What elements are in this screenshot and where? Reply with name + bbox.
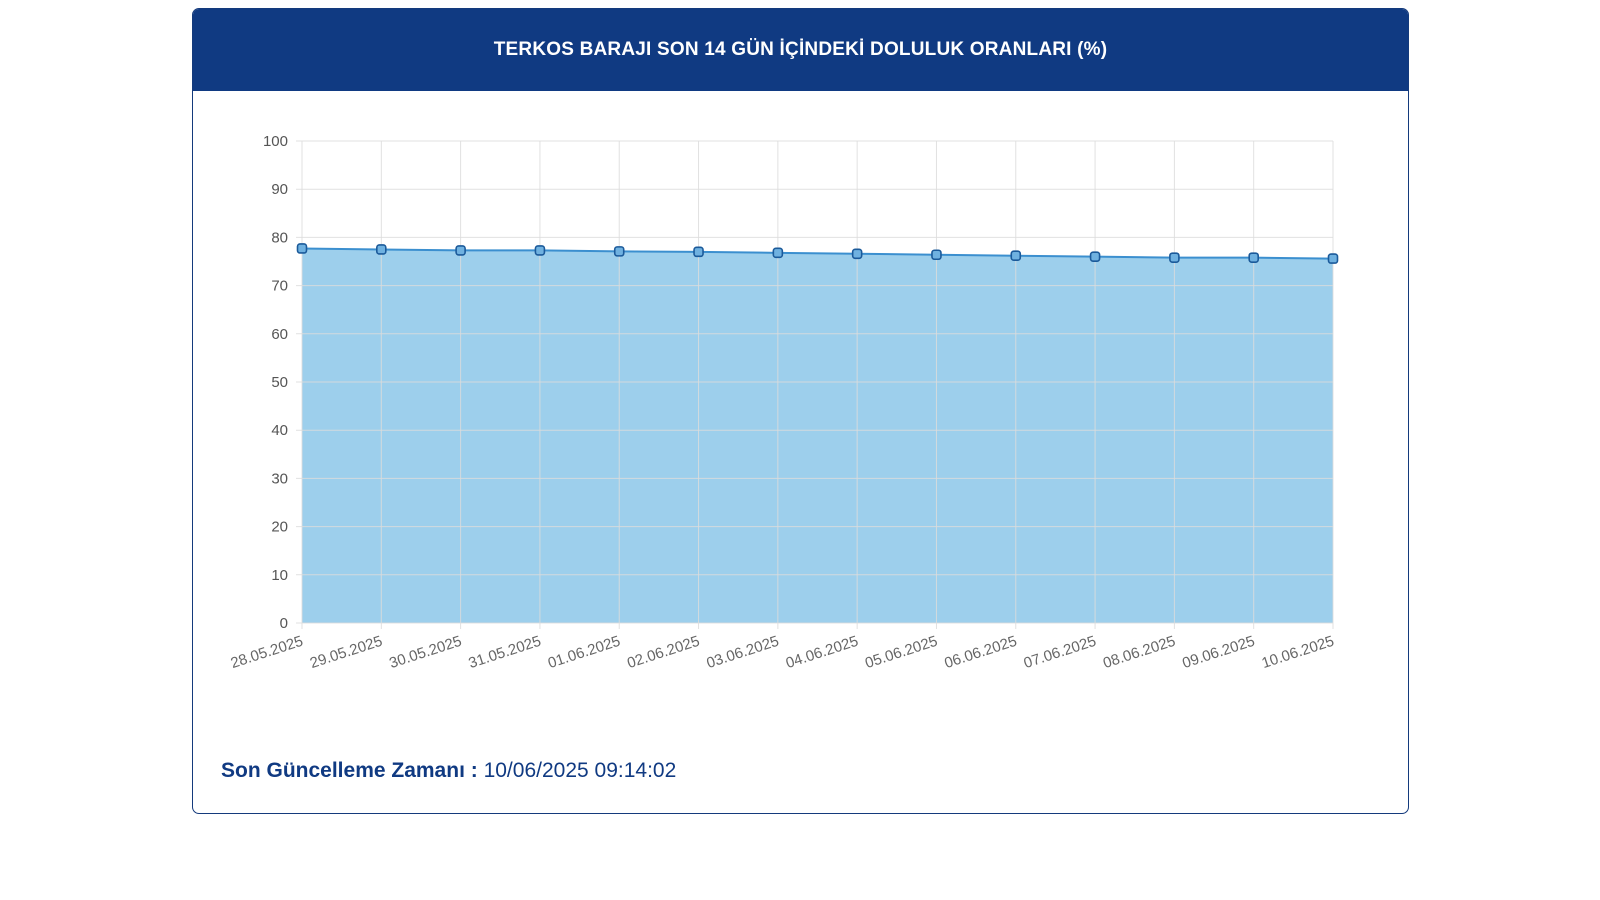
chart-card: TERKOS BARAJI SON 14 GÜN İÇİNDEKİ DOLULU… bbox=[192, 8, 1409, 814]
x-tick-label: 06.06.2025 bbox=[942, 633, 1019, 672]
y-tick-label: 10 bbox=[271, 567, 288, 584]
y-tick-label: 60 bbox=[271, 326, 288, 343]
data-point-marker bbox=[613, 246, 625, 257]
data-point-marker bbox=[376, 244, 387, 255]
x-tick-label: 08.06.2025 bbox=[1101, 633, 1178, 672]
x-tick-label: 28.05.2025 bbox=[229, 633, 306, 672]
card-header: TERKOS BARAJI SON 14 GÜN İÇİNDEKİ DOLULU… bbox=[193, 9, 1408, 91]
x-tick-label: 30.05.2025 bbox=[387, 633, 464, 672]
data-point-marker bbox=[1089, 251, 1101, 262]
data-point-marker bbox=[772, 247, 784, 259]
x-tick-label: 04.06.2025 bbox=[784, 633, 861, 672]
x-tick-label: 01.06.2025 bbox=[546, 633, 623, 672]
chart-title: TERKOS BARAJI SON 14 GÜN İÇİNDEKİ DOLULU… bbox=[493, 39, 1108, 60]
y-tick-label: 90 bbox=[271, 181, 288, 198]
y-tick-label: 30 bbox=[271, 470, 288, 487]
y-tick-label: 70 bbox=[271, 278, 288, 295]
x-tick-label: 31.05.2025 bbox=[467, 633, 544, 672]
y-tick-label: 40 bbox=[271, 422, 288, 439]
x-tick-label: 07.06.2025 bbox=[1022, 633, 1099, 672]
data-point-marker bbox=[931, 249, 942, 261]
data-point-marker bbox=[693, 246, 704, 258]
x-tick-label: 03.06.2025 bbox=[704, 633, 781, 672]
y-tick-label: 80 bbox=[271, 229, 288, 246]
x-tick-label: 09.06.2025 bbox=[1180, 633, 1257, 672]
last-update-label: Son Güncelleme Zamanı : bbox=[221, 759, 478, 782]
y-tick-label: 0 bbox=[280, 615, 288, 632]
series-line bbox=[301, 247, 1334, 260]
data-point-marker bbox=[851, 248, 863, 260]
y-tick-label: 20 bbox=[271, 519, 288, 536]
last-update: Son Güncelleme Zamanı : 10/06/2025 09:14… bbox=[221, 759, 676, 783]
area-fill bbox=[302, 248, 1333, 623]
area-chart: 0 10 20 30 40 50 60 70 80 90 100 28.05.2025 29.05.20… bbox=[229, 133, 1339, 672]
data-point-marker bbox=[455, 245, 466, 256]
data-point-marker bbox=[1010, 250, 1022, 262]
x-tick-label: 02.06.2025 bbox=[625, 633, 702, 672]
data-point-marker bbox=[1169, 252, 1180, 263]
x-tick-label: 05.06.2025 bbox=[863, 633, 940, 672]
data-point-marker bbox=[534, 245, 546, 256]
x-tick-label: 29.05.2025 bbox=[308, 633, 385, 672]
data-point-marker bbox=[296, 243, 308, 254]
y-tick-label: 100 bbox=[263, 133, 288, 150]
data-point-marker bbox=[1327, 253, 1339, 264]
x-tick-label: 10.06.2025 bbox=[1260, 633, 1337, 672]
data-point-marker bbox=[1248, 252, 1259, 263]
chart-area: 0 10 20 30 40 50 60 70 80 90 100 28.05.2025 29.05.20… bbox=[193, 91, 1408, 731]
last-update-value: 10/06/2025 09:14:02 bbox=[483, 759, 677, 782]
y-tick-label: 50 bbox=[271, 374, 288, 391]
